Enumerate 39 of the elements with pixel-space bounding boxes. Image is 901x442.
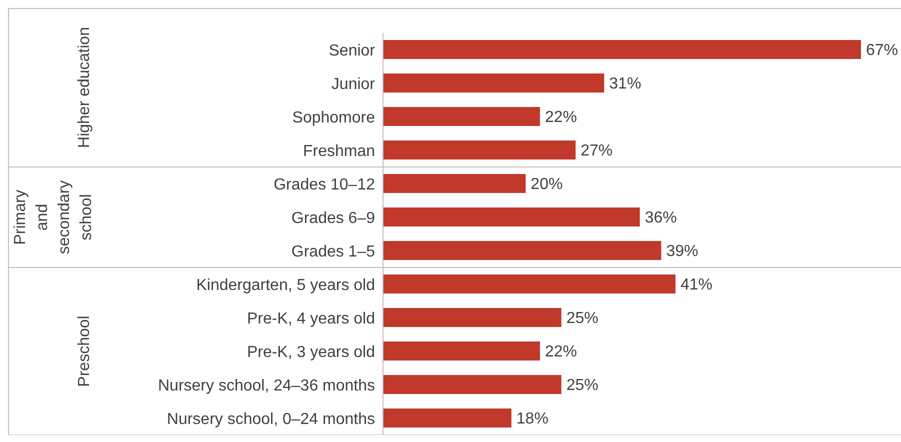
y-tick-label: Freshman: [302, 142, 375, 160]
bar: [383, 208, 640, 226]
data-label: 25%: [566, 310, 598, 328]
text: Higher education: [76, 27, 93, 148]
y-tick-label: Grades 6–9: [291, 210, 376, 227]
y-tick-label: Pre-K, 4 years old: [246, 310, 375, 328]
data-label: 20%: [530, 176, 563, 194]
data-label: 36%: [644, 210, 677, 227]
data-label: 22%: [544, 344, 577, 361]
y-tick-label: Nursery school, 0–24 months: [166, 410, 375, 428]
data-label: 18%: [516, 410, 548, 428]
bar: [383, 174, 526, 193]
text: Preschool: [76, 316, 93, 387]
bar: [383, 107, 540, 126]
bar: [383, 408, 512, 428]
y-tick-label: Nursery school, 24–36 months: [158, 377, 375, 394]
text: Primary and secondary school: [12, 180, 95, 254]
bar: [383, 40, 861, 59]
data-label: 27%: [580, 142, 613, 160]
data-label: 31%: [609, 76, 642, 93]
bar: [383, 274, 676, 294]
bar: [383, 241, 662, 260]
y-tick-label: Grades 10–12: [274, 176, 376, 194]
y-tick-label: Sophomore: [292, 109, 376, 126]
bar: [383, 342, 540, 360]
y-tick-label: Senior: [328, 42, 376, 60]
bar: [383, 140, 576, 160]
y-tick-label: Grades 1–5: [291, 243, 376, 260]
data-label: 67%: [866, 42, 898, 60]
data-label: 22%: [544, 109, 577, 126]
y-tick-label: Pre-K, 3 years old: [246, 344, 375, 361]
data-label: 41%: [680, 276, 713, 294]
y-tick-label: Junior: [331, 76, 376, 93]
bar: [383, 375, 562, 394]
data-label: 39%: [666, 243, 698, 260]
data-label: 25%: [566, 377, 598, 394]
bar: [383, 74, 604, 92]
bar: [383, 308, 562, 327]
y-tick-label: Kindergarten, 5 years old: [196, 276, 375, 294]
